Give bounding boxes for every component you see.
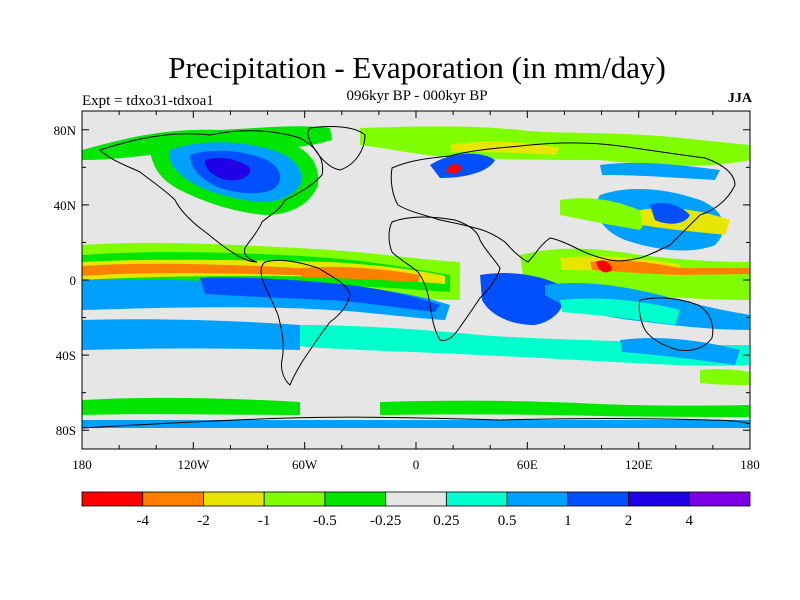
field-patch [600,162,720,180]
colorbar-box [324,491,387,507]
y-tick-label: 80N [54,123,77,138]
x-tick-label: 60W [292,457,318,472]
map-title: Precipitation - Evaporation (in mm/day) [168,50,666,85]
field-patch [380,400,750,417]
experiment-label: Expt = tdxo31-tdxoa1 [82,93,214,109]
season-label: JJA [727,91,752,106]
field-patch [650,203,690,224]
field-patch [446,164,462,174]
y-tick-label: 40S [56,348,76,363]
field-patch [204,157,251,181]
field-patch [300,325,750,366]
field-patch [560,198,650,230]
colorbar-box [203,491,265,507]
field-patch [82,420,750,428]
field-patch [560,298,680,325]
colorbar-box [445,491,508,507]
field-patch [620,338,740,365]
colorbar-label: 0.5 [498,513,517,529]
colorbar-label: -2 [197,513,210,529]
precip-minus-evap-field [82,126,750,428]
colorbar-label: -4 [136,513,149,529]
x-tick-label: 180 [740,457,760,472]
colorbar-box [628,491,690,507]
colorbar-label: -0.5 [313,513,337,529]
field-patch [300,266,420,282]
field-patch [700,369,750,385]
x-tick-label: 60E [517,457,538,472]
x-tick-label: 0 [413,457,420,472]
colorbar-box [142,491,204,507]
y-tick-label: 40N [54,198,77,213]
field-patch [82,263,345,277]
colorbar-box [688,491,751,507]
x-tick-label: 180 [72,457,92,472]
field-patch [590,260,750,275]
field-patch [430,153,495,178]
field-patch [82,319,300,350]
field-patch [480,273,564,325]
colorbar-box [567,491,629,507]
colorbar-label: 0.25 [433,513,459,529]
colorbar-label: 4 [686,513,694,529]
y-tick-label: 80S [56,423,76,438]
colorbar-box [506,491,569,507]
x-axis: 180 120W 60W 0 60E 120E 180 [72,111,760,472]
colorbar-box [263,491,326,507]
x-tick-label: 120W [177,457,210,472]
colorbar-box [81,491,144,507]
coastlines [81,126,751,429]
colorbar: -4 -2 -1 -0.5 -0.25 0.25 0.5 1 2 4 [81,491,751,529]
colorbar-box [385,491,447,507]
colorbar-label: -1 [258,513,271,529]
colorbar-label: 1 [564,513,572,529]
colorbar-label: -0.25 [370,513,401,529]
map-subtitle: 096kyr BP - 000kyr BP [346,88,488,104]
field-patch [82,397,300,415]
field-patch [200,277,440,312]
colorbar-label: 2 [625,513,633,529]
y-axis: 80N 40N 0 40S 80S [54,123,750,438]
y-tick-label: 0 [70,273,77,288]
field-patch [596,260,612,273]
x-tick-label: 120E [625,457,653,472]
